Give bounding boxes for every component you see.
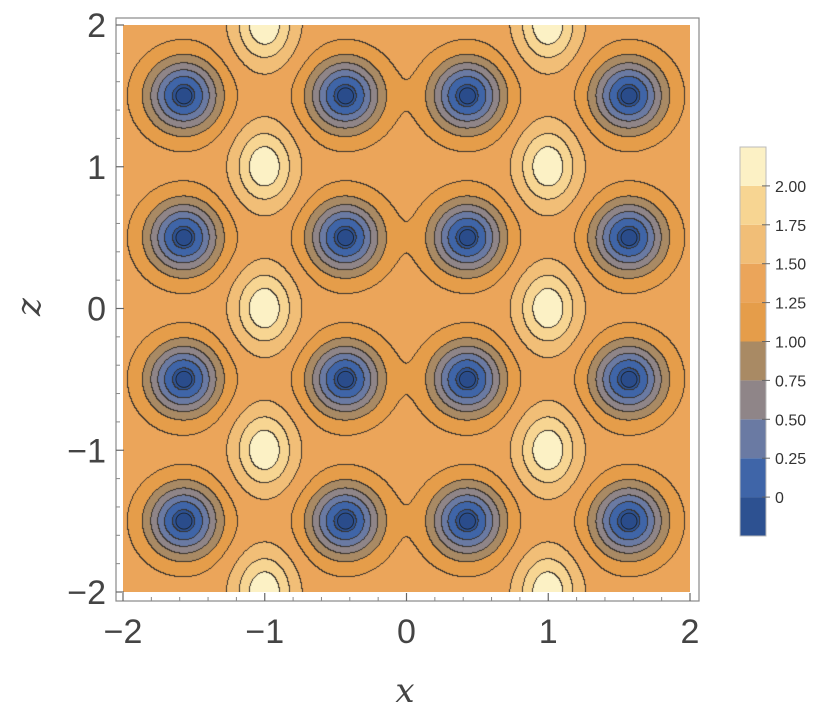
x-tick-label: −1 <box>245 613 284 651</box>
minimum-point <box>620 512 638 530</box>
minimum-point <box>175 512 193 530</box>
minimum-point <box>175 370 193 388</box>
legend-swatch <box>740 419 766 459</box>
minimum-point <box>337 512 355 530</box>
legend-swatch <box>740 185 766 225</box>
y-tick-label: −2 <box>67 574 106 612</box>
x-axis-label: x <box>395 671 414 711</box>
minimum-point <box>458 87 476 105</box>
minimum-point <box>337 370 355 388</box>
legend-tick-label: 1.75 <box>775 218 806 235</box>
minimum-point <box>458 229 476 247</box>
minimum-point <box>337 229 355 247</box>
legend-tick-label: 0 <box>775 490 784 507</box>
legend-swatch <box>740 380 766 420</box>
minima-markers <box>175 87 638 530</box>
x-tick-label: 0 <box>397 613 416 651</box>
minimum-point <box>458 512 476 530</box>
x-tick-label: 2 <box>681 613 700 651</box>
minimum-point <box>620 229 638 247</box>
minimum-point <box>337 87 355 105</box>
y-tick-label: −1 <box>67 432 106 470</box>
x-tick-label: 1 <box>539 613 558 651</box>
y-tick-label: 2 <box>87 7 106 45</box>
plot-area <box>123 25 690 592</box>
legend-swatch <box>740 147 766 186</box>
legend-tick-label: 1.25 <box>775 296 806 313</box>
plot-frame <box>115 17 700 602</box>
y-axis-label: z <box>9 297 49 317</box>
legend-tick-label: 0.50 <box>775 412 806 429</box>
legend-tick-label: 1.00 <box>775 335 806 352</box>
x-axis-ticks: −2 −1 0 1 2 <box>104 593 700 651</box>
legend-swatch <box>740 497 766 536</box>
legend-tick-label: 0.25 <box>775 451 806 468</box>
y-tick-label: 0 <box>87 291 106 329</box>
color-legend: 0 0.25 0.50 0.75 1.00 1.25 1.50 1.75 2.00 <box>739 146 806 537</box>
legend-swatch <box>740 341 766 381</box>
minimum-point <box>458 370 476 388</box>
legend-swatch <box>740 224 766 264</box>
legend-tick-label: 2.00 <box>775 179 806 196</box>
legend-tick-label: 1.50 <box>775 257 806 274</box>
x-tick-label: −2 <box>104 613 143 651</box>
contour-field <box>123 25 690 592</box>
y-axis-ticks: −2 −1 0 1 2 <box>67 7 124 612</box>
minimum-point <box>620 87 638 105</box>
minimum-point <box>175 87 193 105</box>
y-tick-label: 1 <box>87 149 106 187</box>
minimum-point <box>175 229 193 247</box>
legend-swatch <box>740 458 766 498</box>
legend-swatch <box>740 302 766 342</box>
legend-tick-label: 0.75 <box>775 373 806 390</box>
legend-swatch <box>740 263 766 303</box>
minimum-point <box>620 370 638 388</box>
